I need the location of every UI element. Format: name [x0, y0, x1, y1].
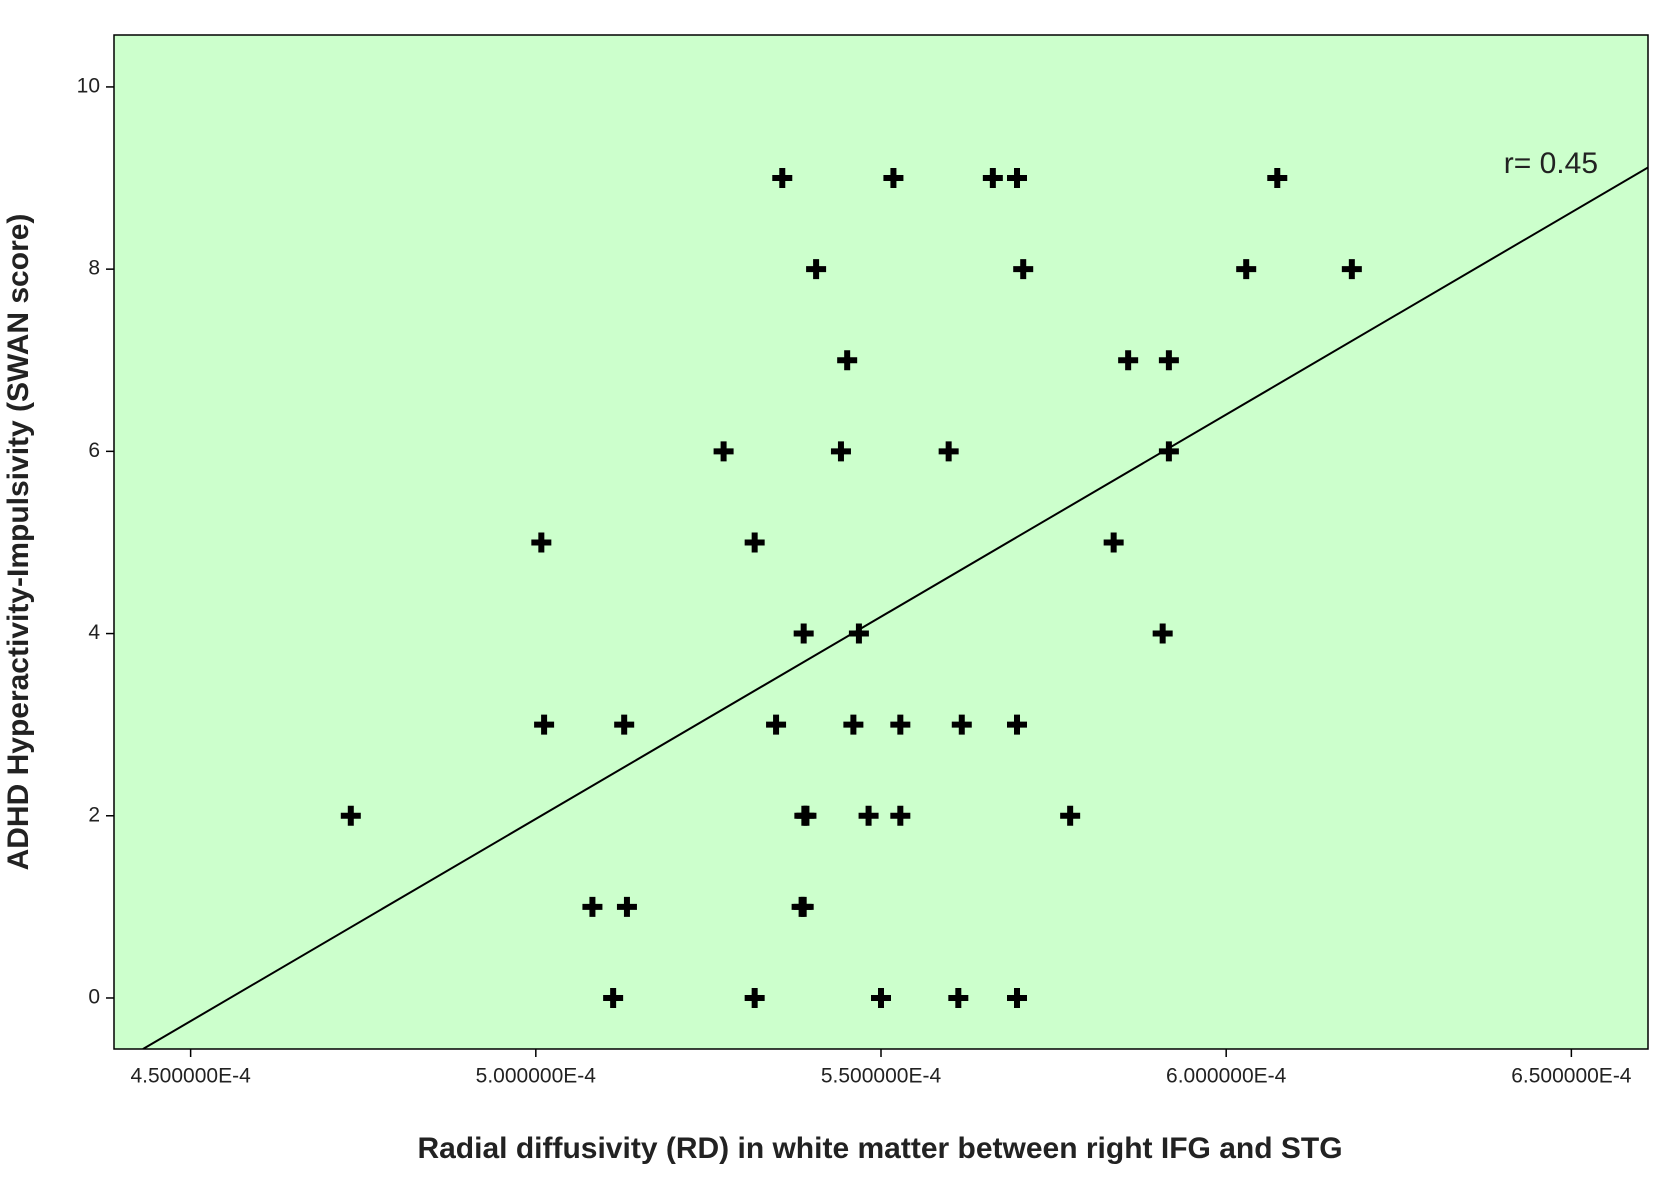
point: [766, 714, 787, 735]
point: [1267, 168, 1288, 189]
point: [1007, 168, 1028, 189]
point: [1118, 350, 1139, 371]
point: [883, 168, 904, 189]
point: [614, 714, 635, 735]
x-tick-label: 4.500000E-4: [130, 1065, 251, 1088]
y-axis-title: ADHD Hyperactivity-Impulsivity (SWAN sco…: [2, 214, 35, 871]
x-tick-label: 5.500000E-4: [821, 1065, 942, 1088]
point: [340, 805, 361, 826]
point: [837, 350, 858, 371]
plot-area: [113, 34, 1649, 1050]
point: [1236, 259, 1257, 280]
point: [796, 805, 817, 826]
point: [531, 532, 552, 553]
y-tick-label: 8: [88, 257, 100, 280]
x-axis-title: Radial diffusivity (RD) in white matter …: [417, 1132, 1342, 1165]
point: [982, 168, 1003, 189]
annotation: r= 0.45: [1504, 147, 1598, 180]
point: [1060, 805, 1081, 826]
point: [1007, 714, 1028, 735]
x-tick-label: 6.000000E-4: [1166, 1065, 1287, 1088]
point: [1013, 259, 1034, 280]
point: [890, 805, 911, 826]
point: [1341, 259, 1362, 280]
point: [843, 714, 864, 735]
x-tick-label: 6.500000E-4: [1511, 1065, 1632, 1088]
point: [890, 714, 911, 735]
point: [848, 623, 869, 644]
point: [938, 441, 959, 462]
point: [871, 987, 891, 1008]
fit-line: [142, 166, 1648, 1049]
point: [858, 805, 879, 826]
point: [1007, 987, 1028, 1008]
point: [830, 441, 851, 462]
point: [806, 259, 827, 280]
point: [948, 987, 969, 1008]
point: [744, 532, 765, 553]
y-tick-label: 0: [88, 986, 100, 1009]
point: [772, 168, 793, 189]
y-tick-label: 6: [88, 439, 100, 462]
point: [1103, 532, 1124, 553]
y-tick-label: 2: [88, 803, 100, 826]
point: [603, 987, 624, 1008]
point: [582, 896, 603, 917]
point: [744, 987, 765, 1008]
point: [713, 441, 734, 462]
point: [1158, 441, 1179, 462]
point: [951, 714, 972, 735]
point: [793, 623, 814, 644]
x-tick-label: 5.000000E-4: [476, 1065, 597, 1088]
point: [1158, 350, 1179, 371]
y-tick-label: 10: [77, 74, 100, 97]
y-tick-label: 4: [88, 621, 100, 644]
point: [616, 896, 637, 917]
point: [1152, 623, 1173, 644]
point: [793, 896, 814, 917]
point: [534, 714, 555, 735]
